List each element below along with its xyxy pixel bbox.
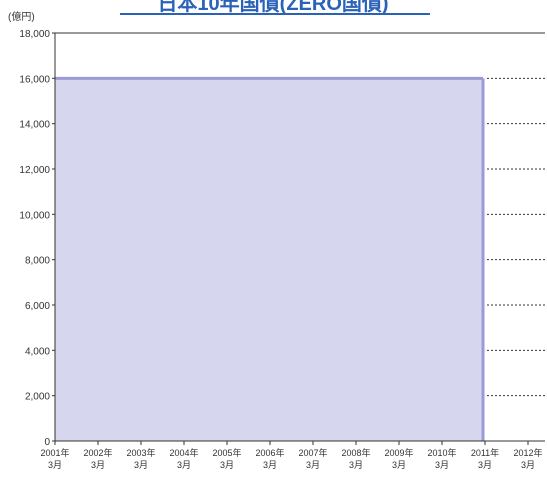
x-tick-label-year-5: 2006年 xyxy=(255,447,284,458)
data-point-5 xyxy=(270,78,271,79)
x-tick-label-month-4: 3月 xyxy=(220,460,234,470)
x-tick-label-year-3: 2004年 xyxy=(169,447,198,458)
data-point-7 xyxy=(356,78,357,79)
y-tick-label-1: 2,000 xyxy=(25,392,50,403)
chart-title: 日本10年国債(ZERO国債) xyxy=(157,0,388,15)
grid-lines xyxy=(487,77,545,397)
y-tick-label-3: 6,000 xyxy=(25,301,50,312)
x-tick-label-month-8: 3月 xyxy=(392,460,406,470)
area-series-fill xyxy=(55,78,483,441)
chart-title-group: 日本10年国債(ZERO国債) xyxy=(120,0,430,15)
x-tick-label-year-10: 2011年 xyxy=(471,447,499,458)
x-tick-labels: 2001年 3月 2002年 3月 2003年 3月 2004年 3月 2005年 3月 2006年… xyxy=(40,441,543,470)
x-tick-label-year-2: 2003年 xyxy=(126,447,155,458)
area-layer xyxy=(55,76,486,441)
x-tick-label-month-7: 3月 xyxy=(349,460,363,470)
y-tick-label-4: 8,000 xyxy=(25,256,50,267)
data-point-10 xyxy=(485,78,486,79)
y-tick-label-9: 18,000 xyxy=(19,29,50,40)
y-tick-label-7: 14,000 xyxy=(19,120,50,131)
x-tick-label-year-7: 2008年 xyxy=(341,447,370,458)
y-axis-unit-label: (億円) xyxy=(8,10,35,23)
x-tick-label-month-1: 3月 xyxy=(91,460,105,470)
data-point-6 xyxy=(313,78,314,79)
x-tick-label-month-6: 3月 xyxy=(306,460,320,470)
data-point-1 xyxy=(98,78,99,79)
x-tick-label-month-2: 3月 xyxy=(134,460,148,470)
x-tick-label-year-1: 2002年 xyxy=(83,447,112,458)
x-tick-label-month-5: 3月 xyxy=(263,460,277,470)
data-point-3 xyxy=(184,78,185,79)
x-tick-label-month-11: 3月 xyxy=(521,460,535,470)
x-tick-label-month-0: 3月 xyxy=(48,460,62,470)
x-tick-label-year-4: 2005年 xyxy=(212,447,241,458)
x-tick-label-month-9: 3月 xyxy=(435,460,449,470)
y-tick-label-5: 10,000 xyxy=(19,210,50,221)
x-tick-label-month-3: 3月 xyxy=(177,460,191,470)
data-point-4 xyxy=(227,78,228,79)
x-tick-label-year-6: 2007年 xyxy=(298,447,327,458)
x-tick-label-year-0: 2001年 xyxy=(40,447,69,458)
y-tick-label-2: 4,000 xyxy=(25,346,50,357)
axes xyxy=(54,32,545,442)
y-tick-labels: 0 2,000 4,000 6,000 8,000 10,000 12,000 14,000 1… xyxy=(19,29,55,448)
y-tick-label-0: 0 xyxy=(44,437,50,448)
data-point-2 xyxy=(141,78,142,79)
x-tick-label-year-8: 2009年 xyxy=(384,447,413,458)
x-tick-label-year-11: 2012年 xyxy=(513,447,542,458)
y-tick-label-8: 16,000 xyxy=(19,74,50,85)
data-point-9 xyxy=(442,78,443,79)
y-tick-label-6: 12,000 xyxy=(19,165,50,176)
data-point-8 xyxy=(399,78,400,79)
x-tick-label-month-10: 3月 xyxy=(478,460,492,470)
x-tick-label-year-9: 2010年 xyxy=(427,447,456,458)
